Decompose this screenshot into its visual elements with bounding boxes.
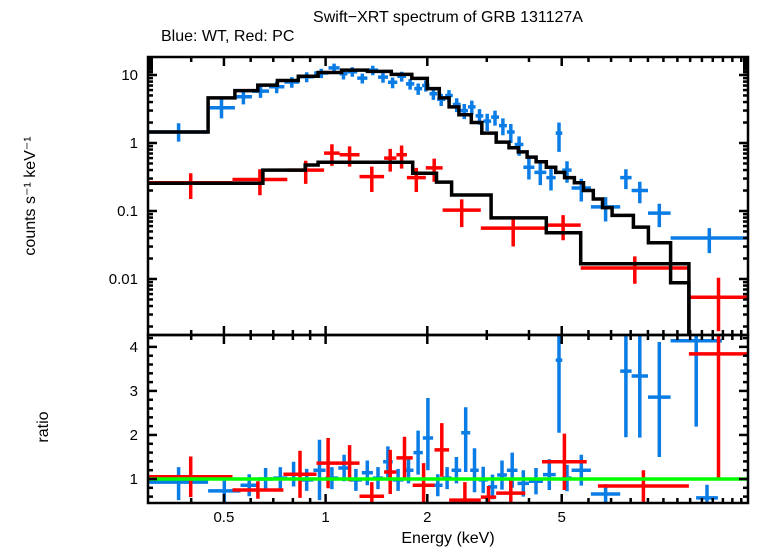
- pc-ratio-series: [149, 335, 748, 503]
- x-tick-label: 5: [558, 509, 566, 526]
- ratio-tick-label: 1: [130, 471, 138, 488]
- pc-spectrum-series: [149, 144, 748, 332]
- counts-tick-label: 1: [130, 135, 138, 152]
- counts-tick-label: 0.01: [109, 271, 138, 288]
- plot-subtitle: Blue: WT, Red: PC: [161, 28, 295, 45]
- ratio-tick-labels: 1 2 3 4: [130, 339, 138, 488]
- counts-tick-labels: 10 1 0.1 0.01: [109, 67, 138, 288]
- x-tick-labels: 0.5 1 2 5: [213, 509, 565, 526]
- counts-tick-label: 10: [121, 67, 138, 84]
- model-lines: [149, 68, 691, 335]
- plot-title: Swift−XRT spectrum of GRB 131127A: [313, 9, 583, 26]
- x-tick-label: 0.5: [213, 509, 234, 526]
- ratio-tick-label: 2: [130, 427, 138, 444]
- ratio-tick-label: 4: [130, 339, 138, 356]
- wt-ratio-series: [149, 335, 722, 503]
- counts-tick-label: 0.1: [117, 203, 138, 220]
- axis-ticks: [148, 56, 748, 503]
- ratio-tick-label: 3: [130, 383, 138, 400]
- plot-frame: [146, 55, 750, 505]
- x-tick-label: 2: [423, 509, 431, 526]
- x-axis-label: Energy (keV): [401, 530, 495, 547]
- x-tick-label: 1: [321, 509, 329, 526]
